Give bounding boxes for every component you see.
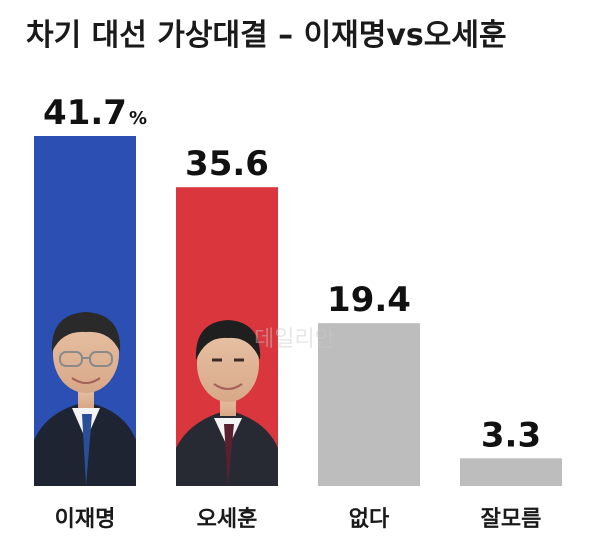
category-label-1: 이재명 [55,507,116,532]
bar-4 [460,458,562,486]
value-label-3: 19.4 [327,280,411,320]
portrait-oh-se-hoon [176,320,278,486]
unit-label: % [129,108,147,129]
category-label-group: 이재명 오세훈 없다 잘모름 [55,507,542,532]
category-label-4: 잘모름 [481,507,542,532]
category-label-2: 오세훈 [197,507,258,532]
value-label-4: 3.3 [481,415,541,455]
chart-title: 차기 대선 가상대결 – 이재명vs오세훈 [26,18,507,53]
value-label-1: 41.7 [43,93,127,133]
category-label-3: 없다 [349,507,390,532]
watermark: 데일리안 [254,327,335,352]
value-label-group: 41.7 % 35.6 19.4 3.3 [43,93,541,455]
value-label-2: 35.6 [185,144,269,184]
bar-3 [318,323,420,486]
portrait-lee-jae-myung [34,312,136,486]
